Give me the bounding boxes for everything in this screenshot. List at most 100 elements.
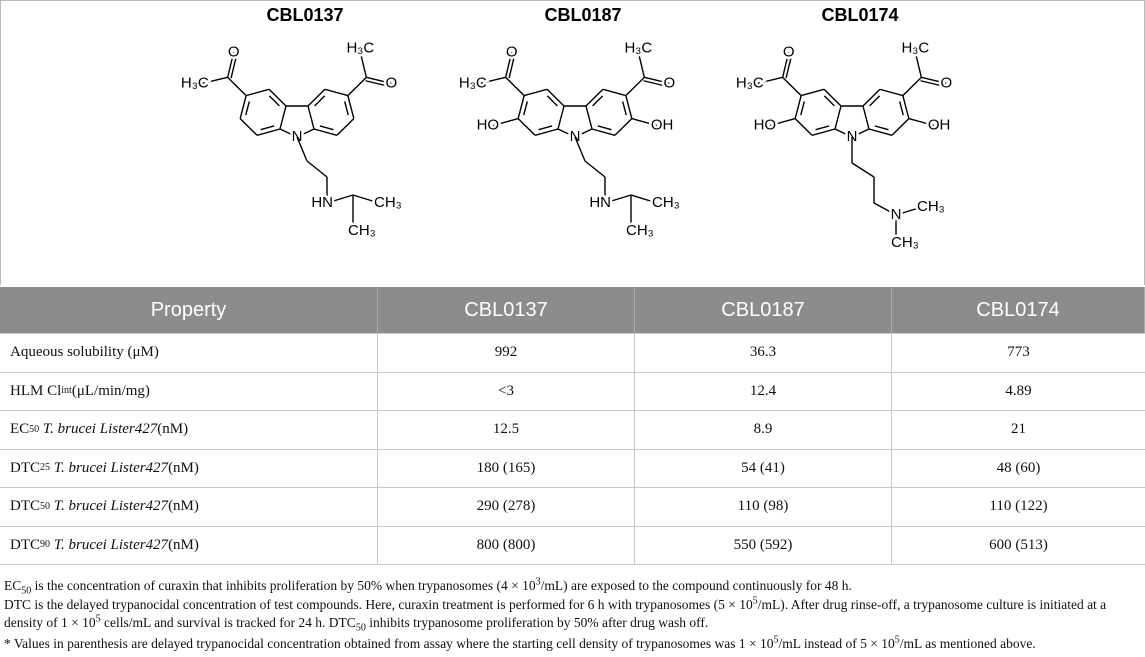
atom-label: H₃C <box>736 74 764 91</box>
value-cell: 21 <box>1011 421 1026 438</box>
bond <box>326 194 354 204</box>
bond <box>782 76 802 97</box>
bond <box>591 128 616 136</box>
atom-label: O <box>941 74 953 91</box>
bond <box>268 95 280 107</box>
row-label: DTC 90 T. brucei Lister427 (nM) <box>0 526 378 564</box>
value-cell: 290 (278) <box>378 488 635 526</box>
atom-label: CH₃ <box>374 194 402 211</box>
atom-label: H₃C <box>624 39 652 56</box>
atom-label: CH₃ <box>348 222 376 239</box>
bond <box>920 80 946 88</box>
bond <box>517 118 536 136</box>
footnote-part: cells/mL and survival is tracked for 24 … <box>100 615 356 631</box>
atom-label: CH₃ <box>891 234 919 251</box>
label-part: T. brucei Lister427 <box>39 421 158 438</box>
bond <box>621 101 627 116</box>
bond <box>365 80 391 88</box>
bond <box>366 76 392 85</box>
data-row: EC 50 T. brucei Lister427 (nM) 12.5 8.9 21 <box>0 411 1145 450</box>
label-part: Aqueous solubility (μM) <box>10 344 159 361</box>
atom-label: N <box>847 128 858 145</box>
bond <box>643 80 669 88</box>
bond <box>585 105 593 130</box>
atom-label: O <box>228 43 240 60</box>
bond <box>557 128 576 138</box>
value-cell: 110 (98) <box>635 488 892 526</box>
atom-label: H₃C <box>901 39 929 56</box>
bond <box>625 76 645 97</box>
bond <box>794 95 802 119</box>
header-cell: CBL0174 <box>892 287 1145 333</box>
value-cell: 4.89 <box>1005 382 1032 399</box>
bond <box>584 160 606 178</box>
row-label: HLM Cl int (μL/min/mg) <box>0 372 378 410</box>
bond <box>239 95 247 119</box>
footnote: DTC is the delayed trypanocidal concentr… <box>4 596 1142 634</box>
footnotes: EC50 is the concentration of curaxin tha… <box>4 577 1142 653</box>
footnote-part: /mL) are exposed to the compound continu… <box>540 578 852 593</box>
bond <box>908 117 935 127</box>
bond <box>851 128 870 138</box>
atom-label: HO <box>477 116 500 133</box>
label-part: T. brucei Lister427 <box>50 459 169 476</box>
label-part: (nM) <box>168 459 199 476</box>
bond <box>508 52 516 79</box>
bond <box>347 76 367 97</box>
value-cell: 8.9 <box>635 411 892 449</box>
bond <box>202 76 228 85</box>
compound-name: CBL0137 <box>266 5 343 25</box>
bond <box>868 128 893 136</box>
bond <box>914 52 923 78</box>
atom-label: O <box>506 43 518 60</box>
footnote-part: inhibits trypanosome proliferation by 50… <box>365 615 709 631</box>
bond <box>230 52 238 79</box>
bond <box>614 118 633 136</box>
bond <box>800 88 825 97</box>
footnote-part: 50 <box>21 585 32 597</box>
atom-label: CH₃ <box>917 198 945 215</box>
footnote-part: /mL instead of 5 × 10 <box>778 635 895 651</box>
value-cell: 600 (513) <box>989 536 1048 553</box>
data-row: Aqueous solubility (μM) 992 36.3 773 <box>0 334 1145 373</box>
atom-label: HN <box>589 194 611 211</box>
bond <box>523 88 548 97</box>
bond <box>359 52 368 78</box>
bond <box>631 117 658 127</box>
value-cell: 36.3 <box>635 334 892 372</box>
bond <box>574 136 586 162</box>
bond <box>324 88 349 97</box>
structures: CBL0137 O H₃C O H₃C N HN CH₃ CH₃ CBL0187 O H₃C HO O H₃… <box>0 0 1145 285</box>
bond <box>523 101 529 116</box>
bond <box>336 118 355 136</box>
data-row: HLM Cl int (μL/min/mg) <3 12.4 4.89 <box>0 372 1145 411</box>
bond <box>480 76 506 85</box>
value-cell: 550 (592) <box>635 526 892 564</box>
footnote-part: 50 <box>355 622 366 634</box>
footnote-part: 5 <box>773 634 779 646</box>
label-part: T. brucei Lister427 <box>50 536 169 553</box>
label-part: (μL/min/mg) <box>71 382 150 399</box>
header-cell: CBL0187 <box>635 287 892 333</box>
atom-label: N <box>292 128 303 145</box>
bond <box>794 118 813 136</box>
atom-label: CH₃ <box>626 222 654 239</box>
bond <box>279 128 298 138</box>
row-label: DTC 25 T. brucei Lister427 (nM) <box>0 449 378 487</box>
atom-label: N <box>891 206 902 223</box>
bond <box>604 194 632 204</box>
header-cell: CBL0137 <box>378 287 635 333</box>
atom-label: OH <box>928 116 951 133</box>
row-label: Aqueous solubility (μM) <box>0 334 378 372</box>
bond <box>306 160 328 178</box>
label-part: DTC <box>10 459 40 476</box>
value-cell: 180 (165) <box>378 449 635 487</box>
bond <box>546 95 558 107</box>
label-part: EC <box>10 421 30 438</box>
bond <box>517 95 525 119</box>
footnote-part: is the concentration of curaxin that inh… <box>31 578 536 593</box>
bond <box>574 128 593 138</box>
bond <box>260 125 275 131</box>
bond <box>823 88 842 107</box>
bond <box>862 105 870 130</box>
